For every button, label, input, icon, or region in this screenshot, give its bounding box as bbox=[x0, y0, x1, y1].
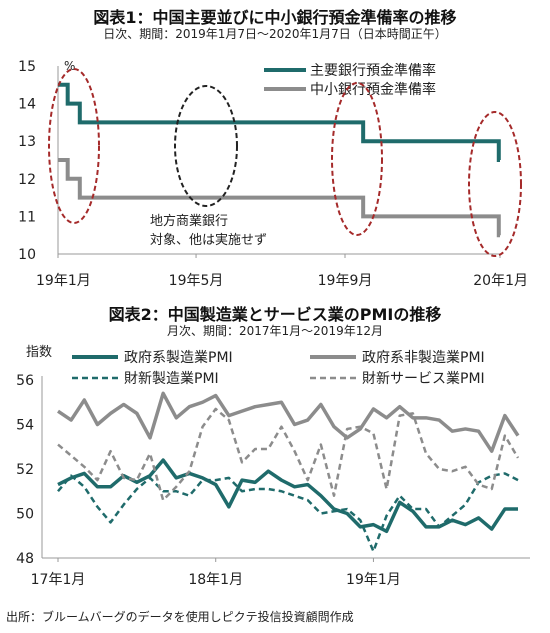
chart1-y-tick-label: 10 bbox=[18, 247, 36, 263]
chart1-highlight-ellipse bbox=[468, 111, 522, 257]
chart1-y-tick-label: 15 bbox=[18, 59, 36, 75]
chart2-y-tick-label: 52 bbox=[16, 462, 34, 478]
chart2-series-line bbox=[57, 458, 518, 534]
chart1-y-tick-label: 12 bbox=[18, 172, 36, 188]
chart1-x-tick-label: 20年1月 bbox=[473, 273, 528, 289]
chart2-y-tick-label: 50 bbox=[16, 507, 34, 523]
chart1-x-tick-label: 19年1月 bbox=[36, 273, 91, 289]
source-note: 出所：ブルームバーグのデータを使用しピクテ投信投資顧問作成 bbox=[6, 610, 354, 624]
chart2-y-tick-label: 54 bbox=[16, 418, 34, 434]
chart2-legend-label: 政府系非製造業PMI bbox=[362, 350, 485, 366]
chart1-y-tick-label: 13 bbox=[18, 134, 36, 150]
chart1-series-line bbox=[58, 158, 501, 238]
chart1-annotation-line: 対象、他は実施せず bbox=[150, 232, 267, 248]
chart2-x-tick-label: 18年1月 bbox=[188, 572, 243, 588]
chart2-series-line bbox=[57, 391, 520, 453]
chart2-x-tick-label: 17年1月 bbox=[31, 572, 86, 588]
chart1-x-tick-label: 19年9月 bbox=[318, 273, 373, 289]
chart1-legend-label: 主要銀行預金準備率 bbox=[310, 62, 436, 79]
chart1-annotation-line: 地方商業銀行 bbox=[150, 213, 228, 229]
chart1-legend-label: 中小銀行預金準備率 bbox=[310, 81, 436, 98]
chart2-y-tick-label: 56 bbox=[16, 373, 34, 389]
chart1-x-tick-label: 19年5月 bbox=[169, 273, 224, 289]
chart2-y-tick-label: 48 bbox=[16, 551, 34, 567]
chart2-series-line bbox=[57, 407, 520, 502]
chart1-y-unit: % bbox=[64, 59, 75, 73]
chart2-x-tick-label: 19年1月 bbox=[346, 572, 401, 588]
chart1-y-tick-label: 11 bbox=[18, 209, 36, 225]
chart1-highlight-ellipse bbox=[174, 85, 238, 207]
chart2-legend-label: 政府系製造業PMI bbox=[124, 350, 233, 366]
chart1-subtitle: 日次、期間：2019年1月7日～2020年1月7日（日本時間正午） bbox=[103, 27, 447, 41]
chart2-legend-label: 財新製造業PMI bbox=[124, 371, 219, 387]
chart2-title: 図表2：中国製造業とサービス業のPMIの推移 bbox=[108, 305, 442, 324]
chart2-legend-label: 財新サービス業PMI bbox=[362, 371, 485, 387]
chart1-highlight-ellipse bbox=[331, 82, 383, 236]
chart1-title: 図表1：中国主要並びに中小銀行預金準備率の推移 bbox=[93, 8, 457, 27]
chart1-highlight-ellipse bbox=[48, 68, 100, 224]
chart1-series-line bbox=[58, 82, 501, 162]
chart2-series-line bbox=[57, 472, 519, 553]
chart1-y-tick-label: 14 bbox=[18, 97, 36, 113]
chart2-y-label: 指数 bbox=[26, 345, 52, 360]
chart2-subtitle: 月次、期間：2017年1月～2019年12月 bbox=[167, 324, 383, 338]
